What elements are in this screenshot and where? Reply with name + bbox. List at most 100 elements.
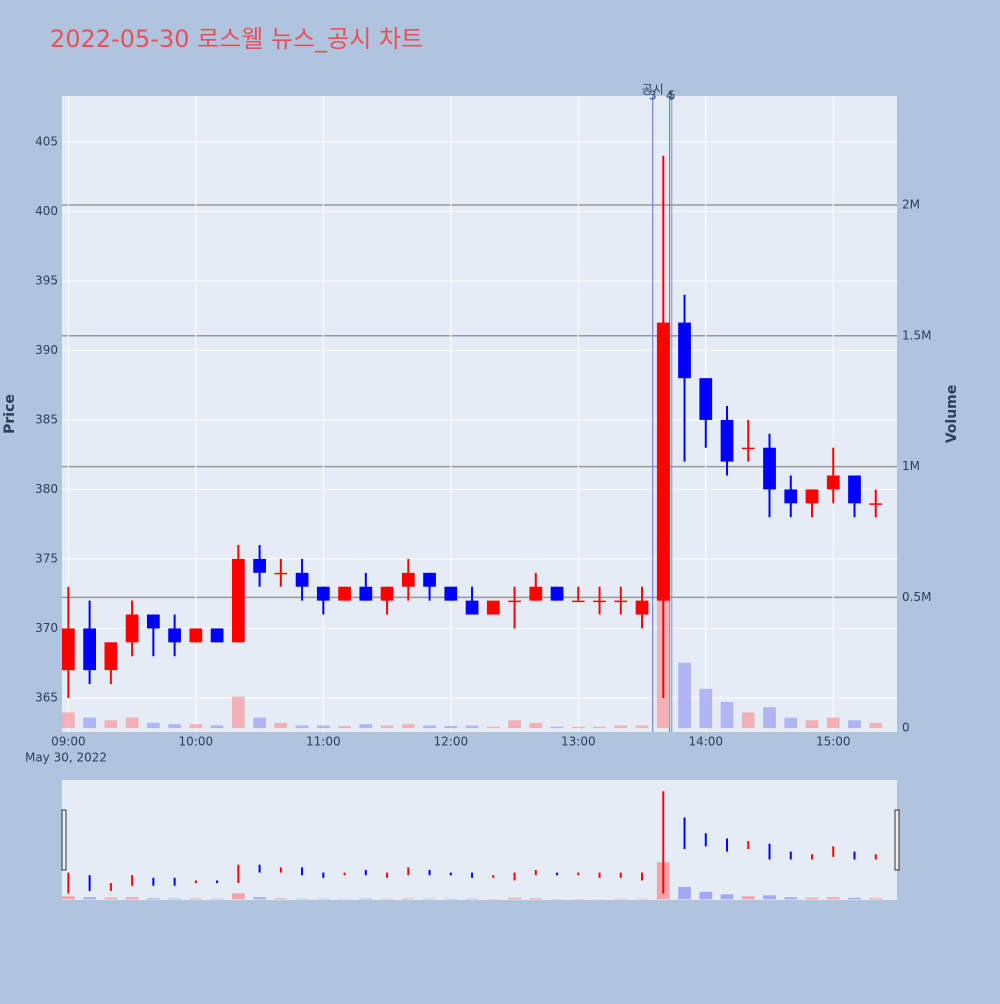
range-handle-right[interactable] [895, 810, 899, 870]
candle-body [338, 587, 351, 601]
mini-volume-bar [253, 897, 266, 899]
volume-bar [487, 727, 500, 728]
y-tick-label: 365 [35, 690, 58, 704]
mini-volume-bar [742, 896, 755, 899]
mini-volume-bar [848, 898, 861, 899]
y2-tick-label: 0 [902, 721, 910, 735]
volume-bar [232, 697, 245, 728]
volume-bar [742, 712, 755, 728]
x-tick-label: 09:00 [51, 735, 86, 749]
x-date-label: May 30, 2022 [25, 751, 107, 765]
volume-bar [678, 663, 691, 728]
x-tick-label: 11:00 [306, 735, 341, 749]
mini-volume-bar [529, 898, 542, 899]
x-tick-label: 15:00 [816, 735, 851, 749]
candle-body [274, 573, 287, 575]
mini-volume-bar [784, 897, 797, 899]
y-tick-label: 390 [35, 343, 58, 357]
candle-body [487, 601, 500, 615]
candle-body [508, 601, 521, 603]
candle-body [423, 573, 436, 587]
x-tick-label: 13:00 [561, 735, 596, 749]
candle-body [168, 628, 181, 642]
mini-volume-bar [83, 897, 96, 899]
candle-body [699, 378, 712, 420]
volume-bar [572, 727, 585, 728]
volume-bar [466, 725, 479, 728]
candle-body [189, 628, 202, 642]
y-tick-label: 400 [35, 204, 58, 218]
mini-volume-bar [869, 898, 882, 899]
candle-body [678, 323, 691, 379]
mini-volume-bar [402, 899, 415, 900]
candle-body [466, 601, 479, 615]
candle-body [827, 476, 840, 490]
volume-bar [763, 707, 776, 728]
volume-bar [62, 712, 75, 728]
candle-body [806, 489, 819, 503]
range-handle-left[interactable] [62, 810, 66, 870]
x-tick-label: 12:00 [434, 735, 469, 749]
annotation-text: 3 [649, 89, 657, 103]
mini-volume-bar [189, 899, 202, 900]
plot-area [62, 96, 897, 732]
mini-volume-bar [104, 898, 117, 899]
mini-volume-bar [359, 899, 372, 900]
y2-tick-label: 2M [902, 198, 920, 212]
y-tick-label: 385 [35, 412, 58, 426]
volume-bar [147, 723, 160, 728]
candle-body [614, 601, 627, 603]
volume-bar [189, 724, 202, 728]
volume-bar [614, 725, 627, 728]
y2-tick-label: 1M [902, 459, 920, 473]
volume-bar [126, 718, 139, 728]
candle-body [551, 587, 564, 601]
candle-body [147, 615, 160, 629]
candle-body [529, 587, 542, 601]
mini-volume-bar [827, 897, 840, 899]
candle-body [402, 573, 415, 587]
y2-axis-title: Volume [944, 385, 960, 444]
volume-bar [551, 727, 564, 728]
volume-bar [168, 724, 181, 728]
mini-volume-bar [168, 899, 181, 900]
volume-bar [274, 723, 287, 728]
volume-bar [402, 724, 415, 728]
candle-body [211, 628, 224, 642]
range-slider[interactable] [62, 780, 897, 900]
mini-volume-bar [699, 892, 712, 899]
volume-bar [338, 726, 351, 728]
y-tick-label: 380 [35, 482, 58, 496]
volume-bar [721, 702, 734, 728]
volume-bar [211, 725, 224, 728]
candle-body [83, 628, 96, 670]
annotation-text: 5 [668, 89, 676, 103]
y2-tick-label: 1.5M [902, 328, 931, 342]
y-tick-label: 395 [35, 273, 58, 287]
volume-bar [848, 720, 861, 728]
volume-bar [296, 725, 309, 728]
candle-body [296, 573, 309, 587]
volume-bar [444, 726, 457, 728]
y-tick-label: 405 [35, 134, 58, 148]
mini-volume-bar [721, 894, 734, 899]
volume-bar [253, 718, 266, 728]
candle-body [126, 615, 139, 643]
volume-bar [317, 725, 330, 728]
mini-volume-bar [508, 898, 521, 899]
volume-bar [827, 718, 840, 728]
mini-volume-bar [806, 898, 819, 899]
candle-body [593, 601, 606, 603]
volume-bar [359, 724, 372, 728]
candle-body [317, 587, 330, 601]
candle-body [62, 628, 75, 670]
candle-body [359, 587, 372, 601]
mini-volume-bar [678, 887, 691, 899]
candle-body [636, 601, 649, 615]
chart-title: 2022-05-30 로스웰 뉴스_공시 차트 [50, 25, 423, 53]
x-tick-label: 14:00 [688, 735, 723, 749]
mini-volume-bar [147, 898, 160, 899]
candle-body [232, 559, 245, 642]
volume-bar [699, 689, 712, 728]
